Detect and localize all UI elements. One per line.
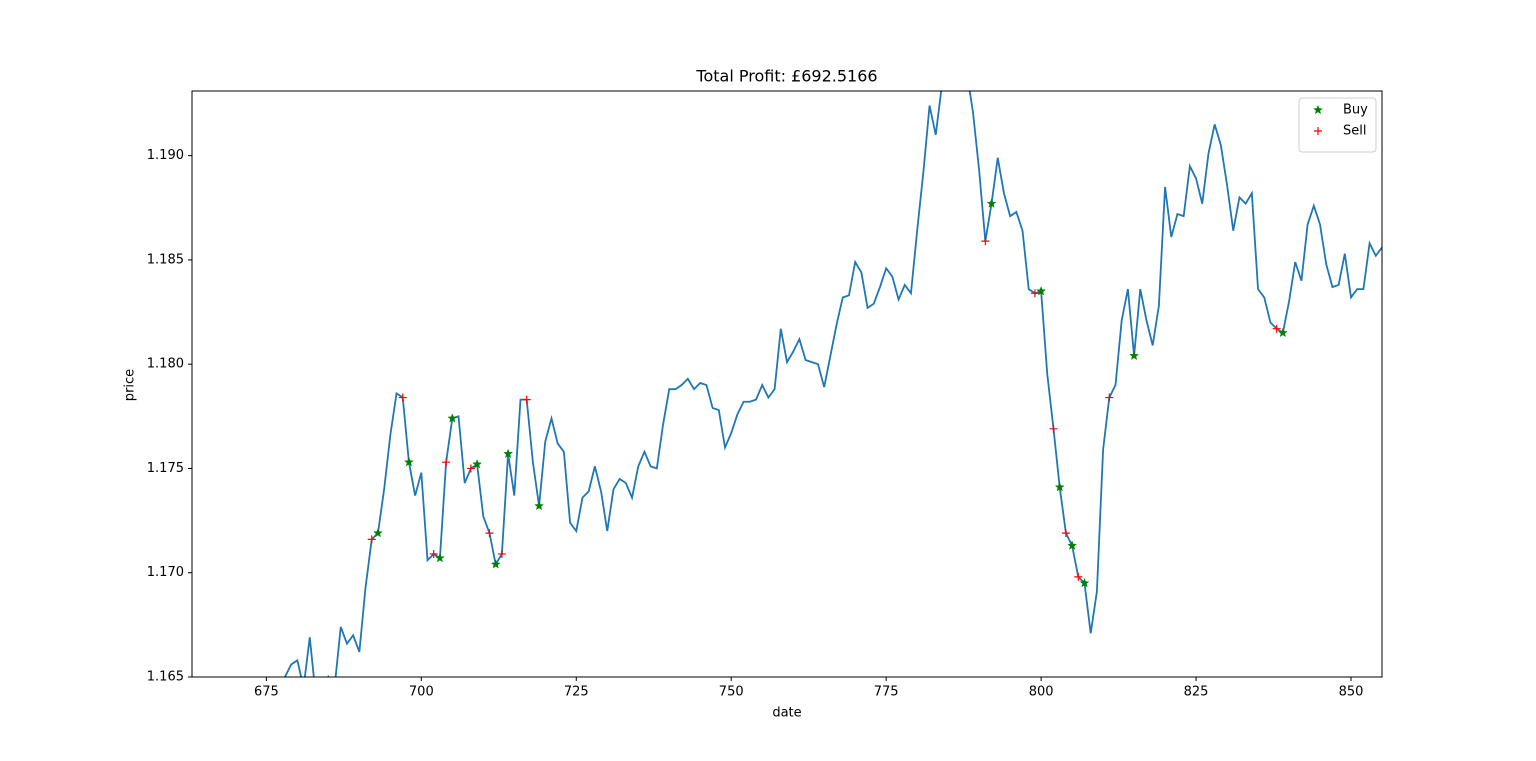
legend: Buy Sell: [1298, 97, 1377, 153]
sell-marker: [398, 393, 407, 402]
sell-marker: [522, 395, 531, 404]
buy-marker: [1079, 577, 1090, 588]
buy-marker: [503, 448, 514, 459]
sell-marker: [429, 549, 438, 558]
legend-marker: [1313, 104, 1323, 115]
sell-marker: [1049, 424, 1058, 433]
buy-marker: [1067, 540, 1078, 550]
y-tick-label: 1.175: [147, 461, 184, 476]
legend-label: Sell: [1343, 124, 1366, 139]
y-tick-label: 1.165: [147, 670, 184, 685]
y-tick-label: 1.190: [147, 148, 184, 163]
sell-marker: [1105, 393, 1114, 402]
legend-marker: [1314, 127, 1322, 135]
y-tick-label: 1.185: [147, 252, 184, 267]
buy-marker: [403, 456, 414, 467]
buy-marker: [447, 413, 458, 423]
sell-marker: [1272, 324, 1281, 333]
x-tick-label: 800: [1029, 685, 1054, 700]
x-tick-label: 775: [874, 685, 899, 700]
x-tick-label: 850: [1339, 685, 1364, 700]
x-tick-label: 725: [564, 685, 589, 700]
sell-marker: [1074, 572, 1083, 581]
axes-frame: [191, 90, 1383, 678]
sell-marker: [1061, 529, 1070, 538]
x-tick-label: 675: [254, 685, 279, 700]
sell-marker: [1030, 289, 1039, 298]
y-tick-label: 1.180: [147, 357, 184, 372]
buy-marker: [986, 198, 997, 208]
sell-marker: [981, 237, 990, 246]
buy-marker: [372, 527, 383, 538]
buy-marker: [1036, 285, 1047, 296]
chart-title: Total Profit: £692.5166: [695, 67, 877, 86]
buy-marker: [1054, 482, 1065, 492]
y-tick-label: 1.170: [147, 565, 184, 580]
buy-marker: [534, 500, 545, 511]
sell-marker: [497, 549, 506, 558]
x-tick-label: 700: [409, 685, 434, 700]
price-line: [284, 91, 1382, 677]
x-tick-label: 750: [719, 685, 744, 700]
buy-marker: [1129, 350, 1140, 361]
sell-marker: [367, 535, 376, 544]
buy-marker: [472, 459, 483, 469]
buy-marker: [1277, 327, 1288, 338]
legend-label: Buy: [1343, 103, 1368, 118]
sell-marker: [485, 529, 494, 538]
sell-marker: [466, 464, 475, 473]
buy-marker: [434, 552, 445, 563]
buy-marker: [490, 559, 501, 569]
y-axis-label: price: [123, 369, 138, 401]
x-tick-label: 825: [1184, 685, 1209, 700]
x-axis-label: date: [772, 706, 801, 721]
sell-marker: [442, 458, 451, 467]
plot-area: [284, 91, 1382, 677]
